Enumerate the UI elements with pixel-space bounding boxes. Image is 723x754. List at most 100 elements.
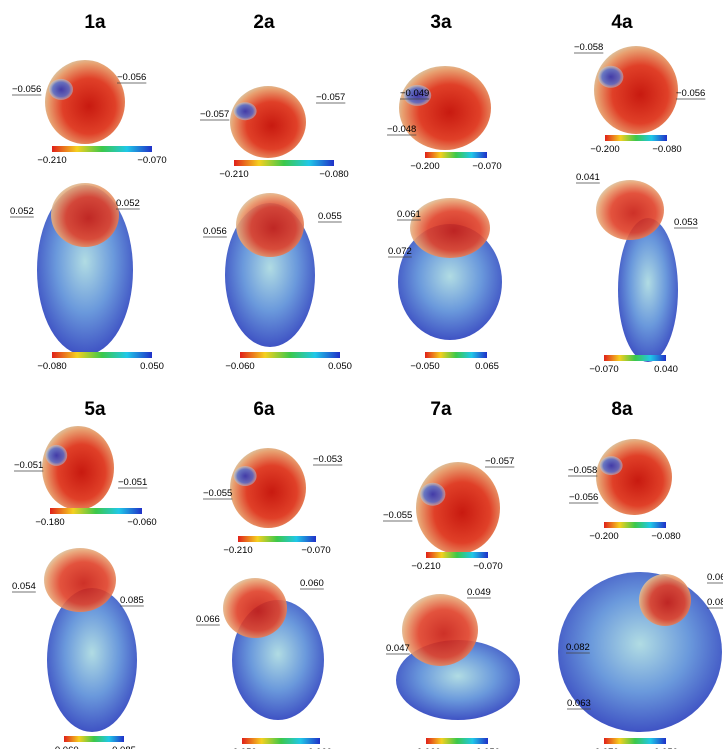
color-scale-bar	[426, 738, 488, 744]
scale-max: 0.085	[112, 745, 136, 749]
potential-label: 0.052	[10, 206, 34, 217]
esp-anion-region	[639, 574, 691, 626]
potential-label: 0.08	[707, 597, 723, 608]
scale-max: 0.050	[328, 361, 352, 372]
esp-surface	[230, 86, 306, 158]
esp-positive-region	[234, 102, 257, 120]
potential-label: −0.056	[12, 84, 41, 95]
scale-min: −0.050	[410, 361, 439, 372]
scale-max: −0.070	[472, 161, 501, 172]
color-scale-bar	[604, 738, 666, 744]
potential-label: 0.041	[576, 172, 600, 183]
potential-label: 0.055	[318, 211, 342, 222]
potential-label: 0.061	[397, 209, 421, 220]
scale-max: −0.060	[127, 517, 156, 528]
scale-max: −0.070	[473, 561, 502, 572]
potential-label: 0.060	[300, 578, 324, 589]
panel-title: 8a	[611, 399, 633, 420]
color-scale-bar	[605, 135, 667, 141]
scale-min: −0.180	[35, 517, 64, 528]
panel-title: 7a	[430, 399, 452, 420]
potential-label: −0.057	[316, 92, 345, 103]
scale-min: −0.080	[37, 361, 66, 372]
scale-min: −0.070	[589, 364, 618, 375]
esp-surface	[399, 66, 491, 150]
potential-label: −0.056	[117, 72, 146, 83]
potential-label: 0.085	[120, 595, 144, 606]
potential-label: −0.053	[313, 454, 342, 465]
scale-min: −0.210	[37, 155, 66, 166]
esp-positive-region	[49, 79, 73, 100]
potential-label: 0.063	[567, 698, 591, 709]
potential-label: −0.057	[200, 109, 229, 120]
scale-max: 0.050	[140, 361, 164, 372]
esp-surface	[230, 448, 306, 528]
color-scale-bar	[240, 352, 340, 358]
color-scale-bar	[425, 152, 487, 158]
potential-label: −0.058	[574, 42, 603, 53]
esp-surface	[45, 60, 125, 144]
esp-anion-region	[223, 578, 287, 638]
scale-max: 0.040	[654, 364, 678, 375]
potential-label: 0.052	[116, 198, 140, 209]
potential-label: 0.06	[707, 572, 723, 583]
esp-positive-region	[46, 445, 68, 466]
scale-min: −0.210	[219, 169, 248, 180]
potential-label: −0.051	[14, 460, 43, 471]
scale-max: −0.070	[137, 155, 166, 166]
panel-title: 6a	[253, 399, 275, 420]
color-scale-bar	[242, 738, 320, 744]
esp-anion-region	[596, 180, 664, 240]
color-scale-bar	[604, 355, 666, 361]
esp-anion-region	[44, 548, 116, 612]
color-scale-bar	[425, 352, 487, 358]
panel-title: 5a	[84, 399, 106, 420]
scale-max: −0.080	[319, 169, 348, 180]
potential-label: −0.055	[203, 488, 232, 499]
scale-min: −0.060	[49, 745, 78, 749]
scale-max: 0.065	[475, 361, 499, 372]
potential-label: 0.054	[12, 581, 36, 592]
figure: 1a −0.210 −0.070 −0.056 −0.056 −0.080 0.050 0.0…	[0, 0, 723, 749]
esp-anion-region	[402, 594, 478, 666]
scale-min: −0.200	[590, 144, 619, 155]
color-scale-bar	[426, 552, 488, 558]
scale-min: −0.060	[225, 361, 254, 372]
esp-positive-region	[600, 456, 623, 475]
esp-surface	[42, 426, 114, 510]
panel-title: 4a	[611, 12, 633, 33]
esp-positive-region	[234, 466, 257, 486]
potential-label: −0.056	[676, 88, 705, 99]
scale-min: −0.210	[411, 561, 440, 572]
potential-label: −0.058	[568, 465, 597, 476]
esp-surface	[416, 462, 500, 554]
esp-surface	[596, 439, 672, 515]
color-scale-bar	[604, 522, 666, 528]
scale-min: −0.200	[589, 531, 618, 542]
scale-max: −0.080	[651, 531, 680, 542]
esp-positive-region	[598, 66, 623, 88]
potential-label: −0.051	[118, 477, 147, 488]
scale-min: −0.210	[223, 545, 252, 556]
potential-label: −0.056	[569, 492, 598, 503]
color-scale-bar	[234, 160, 334, 166]
color-scale-bar	[50, 508, 142, 514]
scale-max: −0.070	[301, 545, 330, 556]
potential-label: −0.057	[485, 456, 514, 467]
esp-anion-region	[236, 193, 304, 257]
scale-min: −0.200	[410, 161, 439, 172]
potential-label: 0.056	[203, 226, 227, 237]
potential-label: 0.072	[388, 246, 412, 257]
scale-max: −0.080	[652, 144, 681, 155]
esp-anion-region	[51, 183, 119, 247]
color-scale-bar	[64, 736, 124, 742]
panel-title: 1a	[84, 12, 106, 33]
esp-surface	[594, 46, 678, 134]
potential-label: 0.066	[196, 614, 220, 625]
potential-label: 0.047	[386, 643, 410, 654]
color-scale-bar	[52, 352, 152, 358]
color-scale-bar	[52, 146, 152, 152]
potential-label: −0.055	[383, 510, 412, 521]
potential-label: −0.048	[387, 124, 416, 135]
potential-label: 0.082	[566, 642, 590, 653]
